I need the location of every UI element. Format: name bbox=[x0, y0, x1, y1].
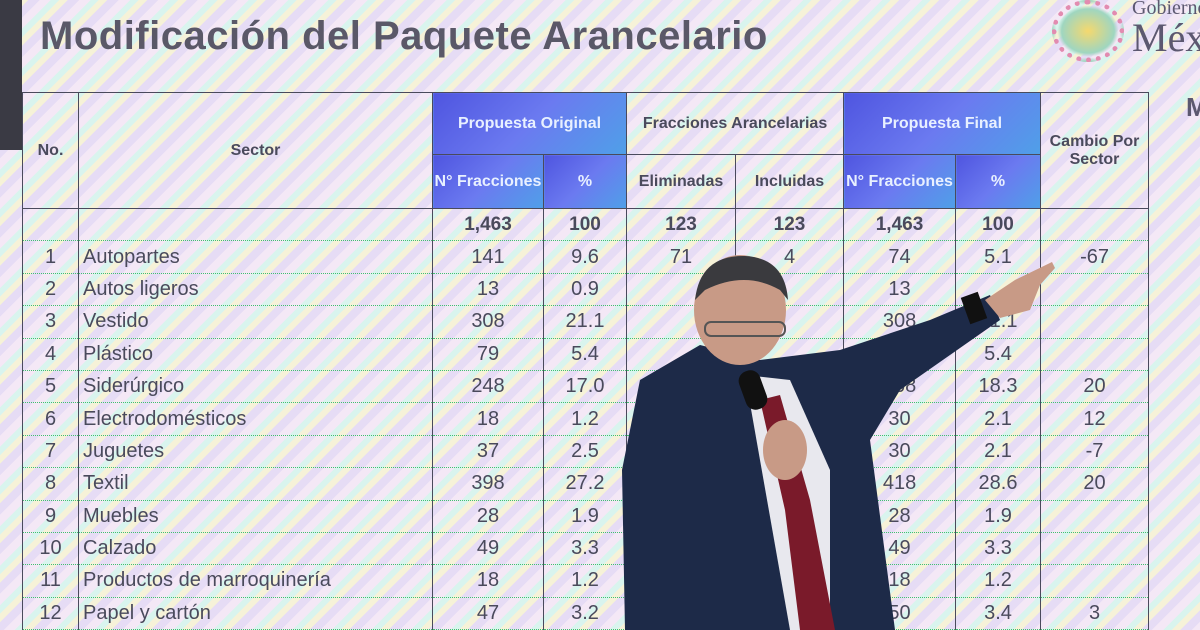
cell-no: 10 bbox=[22, 531, 79, 566]
cell-sector: Vestido bbox=[78, 305, 433, 339]
cell-sector: Productos de marroquinería bbox=[78, 564, 433, 598]
cell-cambio bbox=[1040, 531, 1150, 566]
table-row: 11 Productos de marroquinería 18 1.2 18 1.2 bbox=[22, 564, 1150, 598]
cell-final-pct: 2.1 bbox=[955, 402, 1042, 436]
header-sector: Sector bbox=[78, 92, 433, 209]
header-orig-pct: % bbox=[542, 154, 628, 209]
cell-sector: Plástico bbox=[78, 337, 433, 371]
cell-orig-n: 18 bbox=[432, 402, 544, 436]
cell-no: 9 bbox=[22, 499, 79, 533]
cell-final-pct: 1.9 bbox=[955, 499, 1042, 533]
cell-sector: Electrodomésticos bbox=[78, 402, 433, 436]
header-final-pct: % bbox=[955, 154, 1042, 209]
header-propuesta-original: Propuesta Original bbox=[431, 92, 628, 155]
cell-cambio: 20 bbox=[1040, 369, 1150, 404]
government-seal-logo bbox=[1052, 0, 1124, 62]
cell-elim: 71 bbox=[626, 240, 737, 274]
cell-final-pct: 2.1 bbox=[955, 434, 1042, 469]
total-final-pct: 100 bbox=[955, 207, 1042, 242]
microphone-icon bbox=[738, 370, 768, 410]
cell-orig-pct: 3.2 bbox=[542, 596, 628, 630]
total-orig-n: 1,463 bbox=[432, 207, 544, 242]
gobierno-de-mexico-logo: Gobierno deMéxico bbox=[1132, 0, 1200, 60]
header-final-n-fracciones: N° Fracciones bbox=[843, 154, 957, 209]
cell-no: 6 bbox=[22, 402, 79, 436]
cell-sector: Papel y cartón bbox=[78, 596, 433, 630]
header-orig-n-fracciones: N° Fracciones bbox=[432, 154, 544, 209]
cell-orig-pct: 21.1 bbox=[542, 305, 628, 339]
presenter-hand bbox=[763, 420, 807, 480]
header-cambio-por-sector: Cambio Por Sector bbox=[1040, 92, 1150, 209]
cell-sector: Autos ligeros bbox=[78, 272, 433, 307]
cell-cambio: -67 bbox=[1040, 240, 1150, 274]
cell-orig-pct: 0.9 bbox=[542, 272, 628, 307]
cell-orig-pct: 27.2 bbox=[542, 467, 628, 501]
cell-final-n: 13 bbox=[843, 272, 957, 307]
side-text-fragment: M bbox=[1186, 92, 1200, 122]
cell-no: 5 bbox=[22, 369, 79, 404]
cell-sector: Muebles bbox=[78, 499, 433, 533]
cell-cambio: 12 bbox=[1040, 402, 1150, 436]
cell-orig-n: 398 bbox=[432, 467, 544, 501]
total-row: 1,463 100 123 123 1,463 100 bbox=[22, 207, 1150, 242]
cell-orig-pct: 9.6 bbox=[542, 240, 628, 274]
cell-orig-pct: 5.4 bbox=[542, 337, 628, 371]
cell-orig-pct: 17.0 bbox=[542, 369, 628, 404]
cell-cambio: 3 bbox=[1040, 596, 1150, 630]
cell-orig-n: 308 bbox=[432, 305, 544, 339]
cell-cambio: 20 bbox=[1040, 467, 1150, 501]
presenter-hair bbox=[695, 255, 788, 300]
glasses bbox=[704, 321, 786, 337]
cell-final-pct: 3.4 bbox=[955, 596, 1042, 630]
cell-orig-pct: 1.9 bbox=[542, 499, 628, 533]
cell-orig-n: 13 bbox=[432, 272, 544, 307]
slide-title: Modificación del Paquete Arancelario bbox=[40, 14, 768, 58]
cell-sector: Juguetes bbox=[78, 434, 433, 469]
cell-orig-pct: 3.3 bbox=[542, 531, 628, 566]
cell-orig-n: 141 bbox=[432, 240, 544, 274]
header-propuesta-final: Propuesta Final bbox=[843, 92, 1042, 155]
total-eliminadas: 123 bbox=[626, 207, 737, 242]
header-eliminadas: Eliminadas bbox=[626, 154, 737, 209]
header-no: No. bbox=[22, 92, 79, 209]
cell-no: 1 bbox=[22, 240, 79, 274]
cell-orig-n: 47 bbox=[432, 596, 544, 630]
cell-final-pct: 18.3 bbox=[955, 369, 1042, 404]
cell-final-pct: 3.3 bbox=[955, 531, 1042, 566]
header-fracciones-arancelarias: Fracciones Arancelarias bbox=[626, 92, 845, 155]
pointing-hand bbox=[985, 262, 1055, 318]
screen-edge bbox=[0, 0, 22, 150]
cell-final-pct: 1.2 bbox=[955, 564, 1042, 598]
cell-sector: Calzado bbox=[78, 531, 433, 566]
wristwatch bbox=[960, 291, 988, 325]
